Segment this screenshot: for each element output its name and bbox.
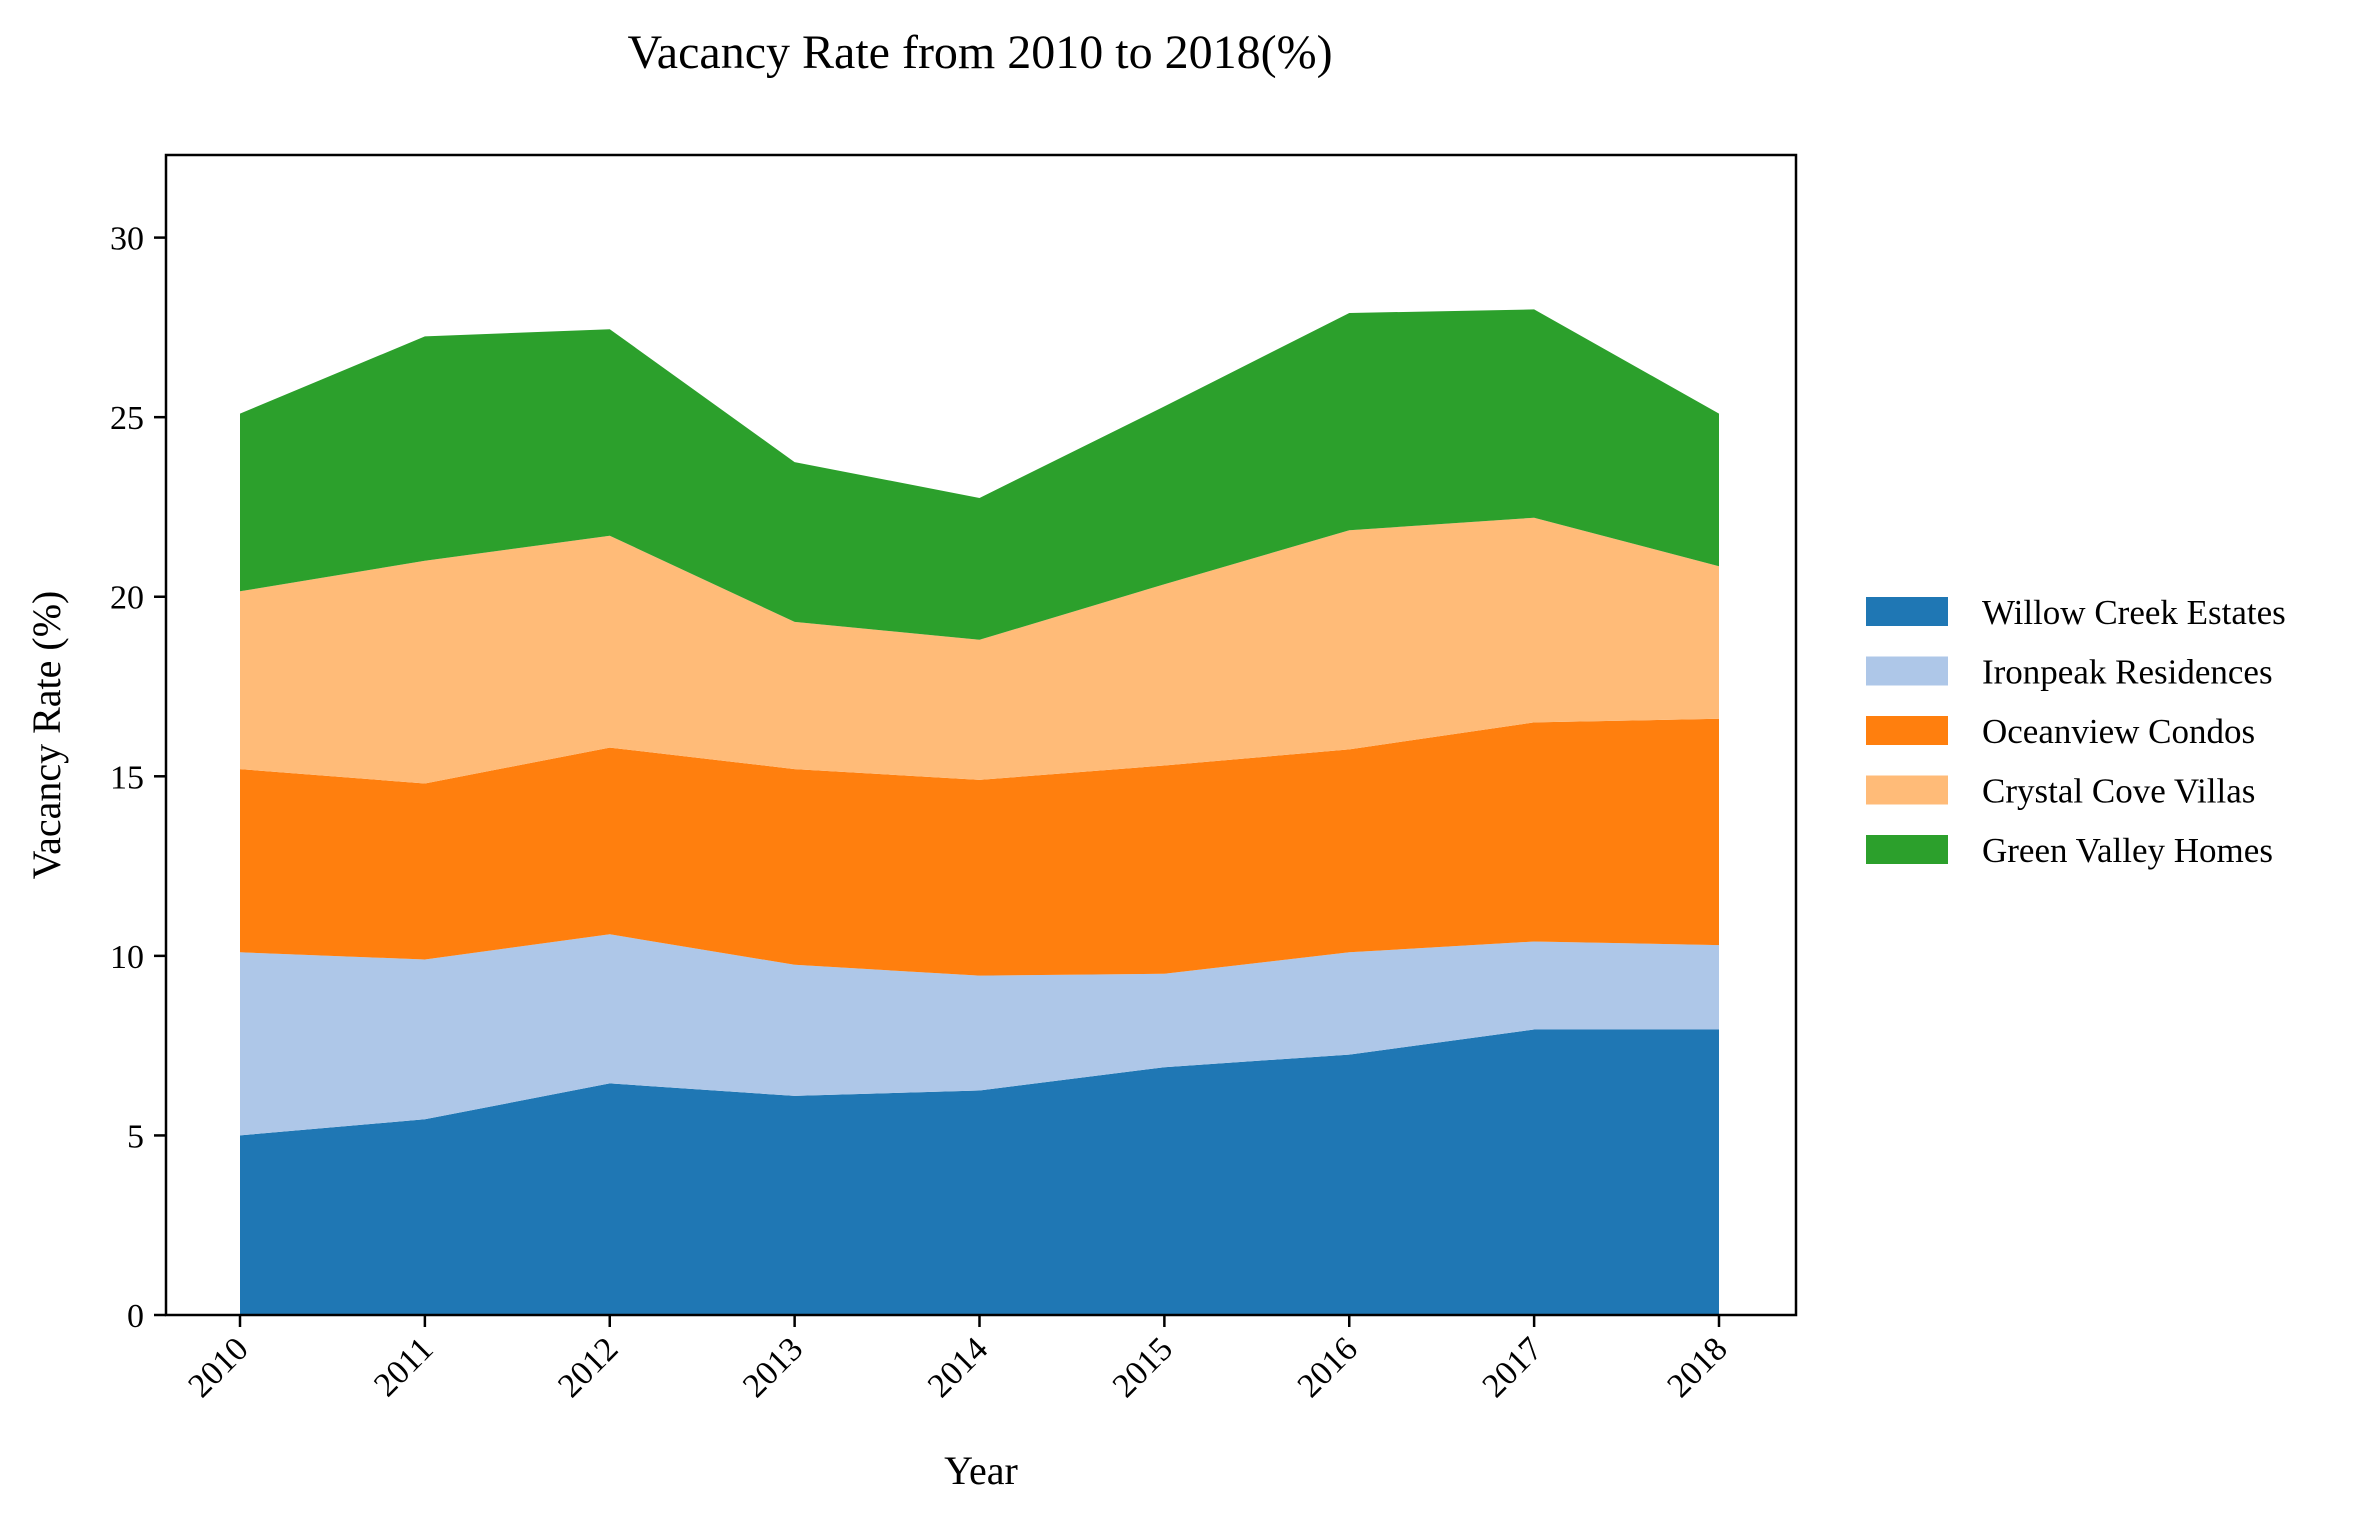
area-series-5 — [240, 309, 1719, 640]
legend-swatch-5 — [1866, 835, 1948, 864]
legend: Willow Creek Estates Ironpeak Residences O… — [1866, 593, 2286, 870]
y-tick-label-5: 25 — [110, 400, 144, 437]
area-series-2 — [240, 934, 1719, 1136]
y-axis: 0 5 10 15 20 25 30 — [110, 221, 166, 1335]
legend-label-1: Willow Creek Estates — [1982, 593, 2286, 632]
x-tick-label-4: 2014 — [921, 1330, 995, 1404]
x-axis-label: Year — [944, 1448, 1018, 1493]
y-tick-label-6: 30 — [110, 221, 144, 258]
area-series-1 — [240, 1029, 1719, 1315]
y-tick-label-4: 20 — [110, 580, 144, 617]
x-tick-label-8: 2018 — [1660, 1330, 1734, 1404]
legend-label-4: Crystal Cove Villas — [1982, 772, 2255, 811]
y-tick-label-1: 5 — [127, 1118, 144, 1155]
legend-swatch-4 — [1866, 775, 1948, 805]
area-series-4 — [240, 517, 1719, 784]
x-tick-label-1: 2011 — [367, 1330, 440, 1403]
y-tick-label-2: 10 — [110, 939, 144, 976]
chart-title: Vacancy Rate from 2010 to 2018(%) — [627, 26, 1332, 79]
legend-label-3: Oceanview Condos — [1982, 712, 2255, 751]
area-series-3 — [240, 718, 1719, 976]
x-tick-label-5: 2015 — [1106, 1330, 1180, 1404]
x-tick-label-0: 2010 — [181, 1330, 255, 1404]
plot-frame — [164, 153, 1798, 1317]
y-tick-label-0: 0 — [127, 1298, 144, 1335]
legend-swatch-2 — [1866, 656, 1948, 686]
y-axis-label: Vacancy Rate (%) — [24, 591, 69, 880]
legend-label-5: Green Valley Homes — [1982, 831, 2273, 870]
x-tick-label-2: 2012 — [551, 1330, 625, 1404]
area-layers — [240, 309, 1719, 1315]
x-tick-label-6: 2016 — [1291, 1330, 1365, 1404]
y-tick-label-3: 15 — [110, 759, 144, 796]
x-tick-label-7: 2017 — [1476, 1330, 1550, 1404]
x-tick-label-3: 2013 — [736, 1330, 810, 1404]
x-axis: 2010 2011 2012 2013 2014 2015 2016 2017 2018 — [181, 1315, 1735, 1405]
legend-swatch-1 — [1866, 597, 1948, 626]
legend-label-2: Ironpeak Residences — [1982, 653, 2273, 692]
legend-swatch-3 — [1866, 716, 1948, 745]
